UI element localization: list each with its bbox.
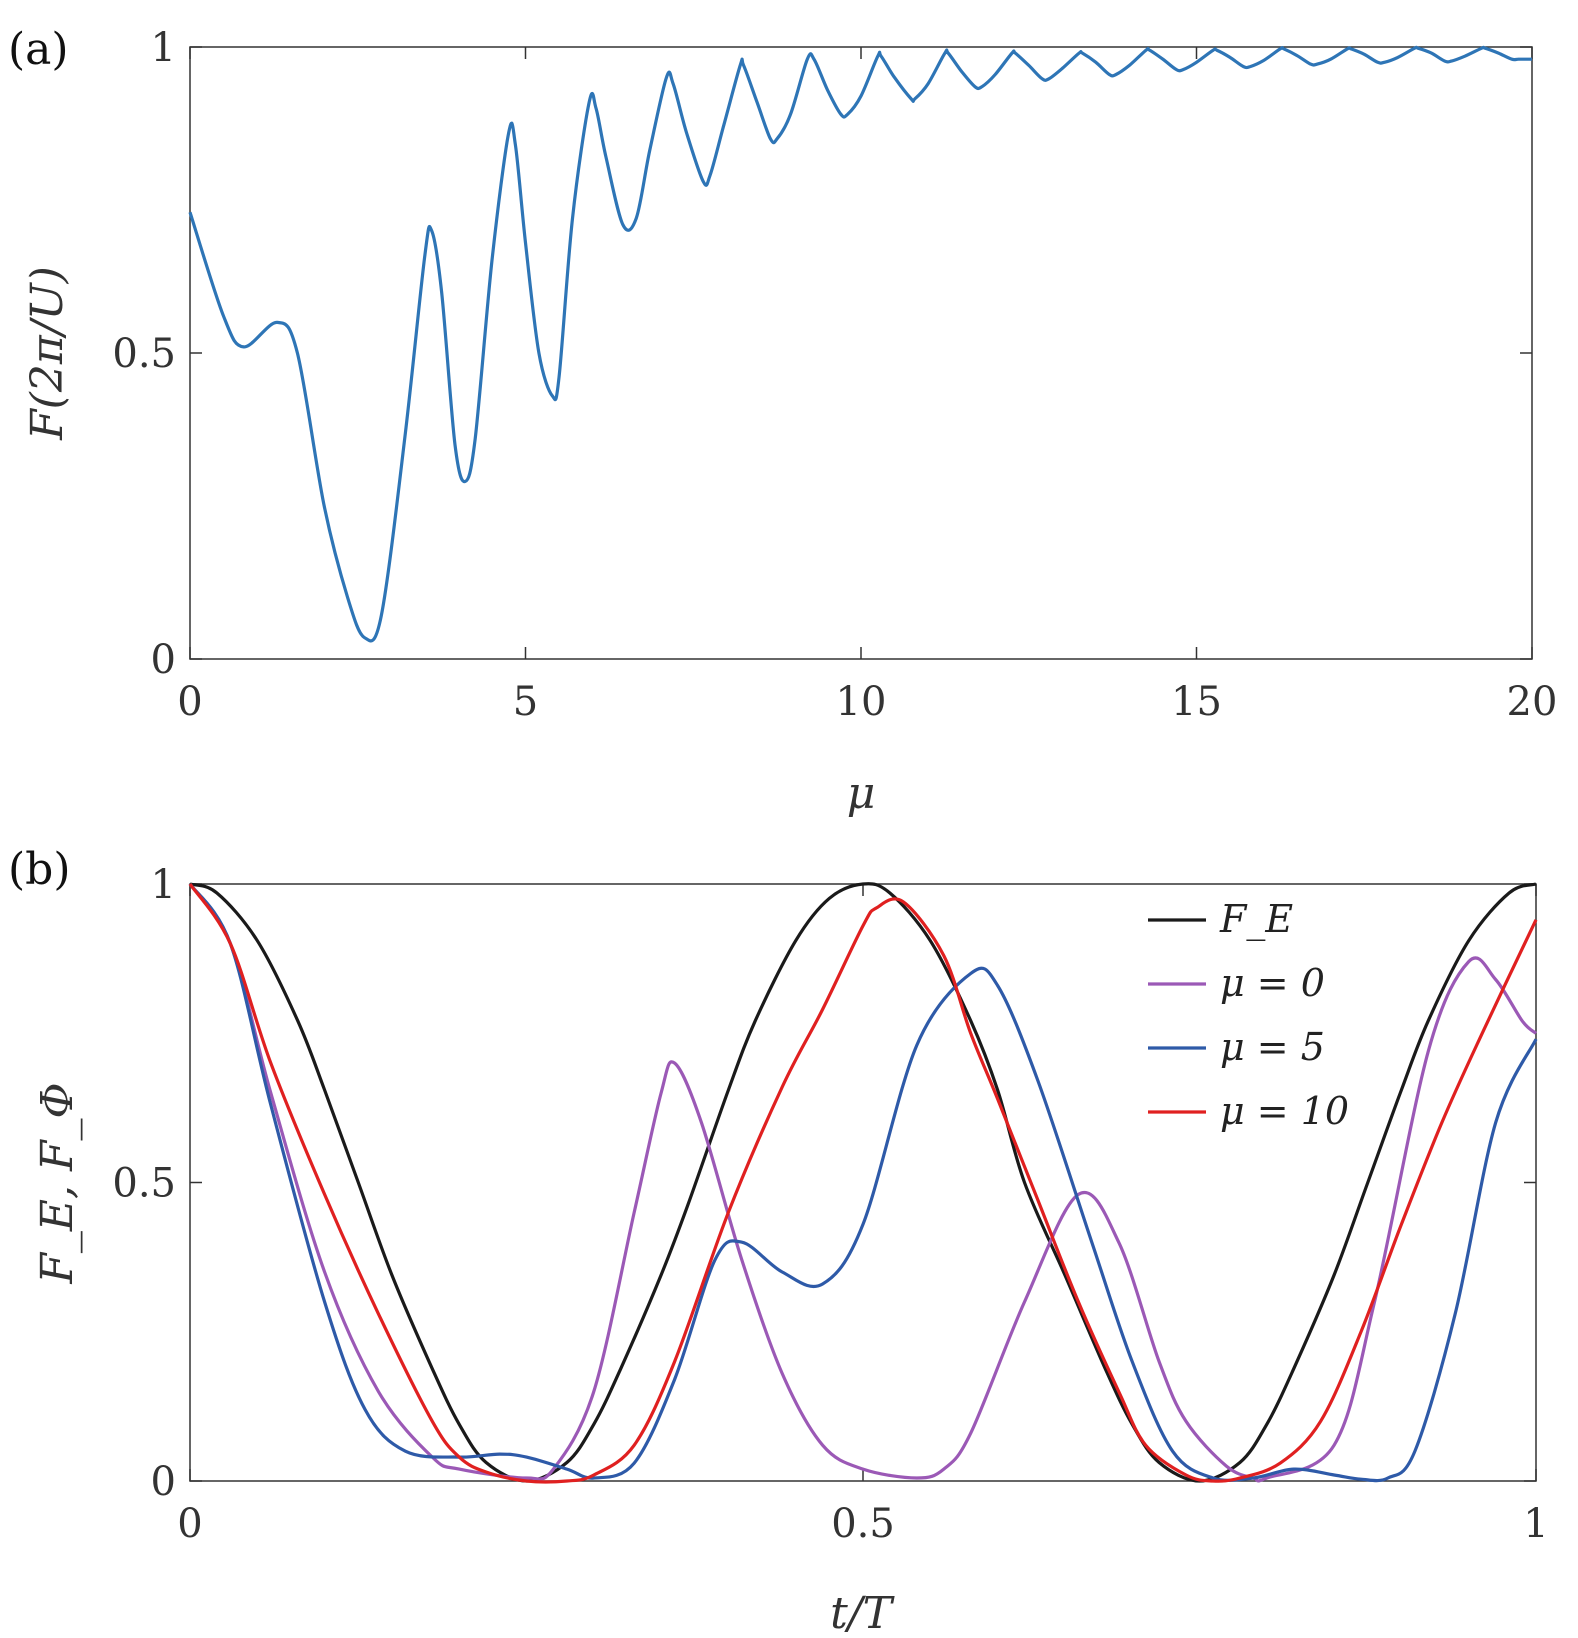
- legend-label-2: μ = 5: [1220, 1025, 1325, 1069]
- panel-a-series-line-0: [188, 45, 1532, 643]
- panel-b-x-tick-label: 1: [1523, 1501, 1548, 1547]
- panel-b-series-line-1: [188, 883, 1538, 1483]
- panel-a-axes-frame: [189, 46, 1533, 660]
- panel-a-x-tick-label: 20: [1507, 679, 1558, 725]
- panel-b-ticks: 0 0.5 1 0 0.5 1: [112, 862, 1548, 1547]
- panel-a-x-tick-label: 10: [836, 679, 887, 725]
- panel-a: (a) 0 5 10 15 20 0 0.5 1 μ F(2π/U): [8, 24, 1557, 819]
- legend-label-0: F_E: [1219, 897, 1293, 942]
- panel-a-x-tick-label: 5: [513, 679, 538, 725]
- panel-a-x-axis-label: μ: [847, 768, 876, 819]
- legend-label-1: μ = 0: [1220, 961, 1325, 1005]
- panel-b-y-tick-label: 0: [151, 1459, 176, 1505]
- panel-a-y-tick-label: 0: [151, 637, 176, 683]
- panel-b-series-line-2: [188, 883, 1538, 1483]
- panel-a-y-tick-label: 1: [151, 25, 176, 71]
- panel-b-y-tick-label: 1: [151, 862, 176, 908]
- panel-b-x-axis-label: t/T: [830, 1588, 896, 1638]
- panel-b-series-line-0: [189, 882, 1537, 1483]
- panel-a-x-tick-label: 15: [1171, 679, 1222, 725]
- panel-b-label: (b): [8, 844, 71, 895]
- panel-a-y-tick-label: 0.5: [112, 331, 176, 377]
- panel-b-y-axis-label: F_E, F_Φ: [32, 1082, 83, 1284]
- panel-b-y-tick-label: 0.5: [112, 1161, 176, 1207]
- panel-b: (b) 0 0.5 1 0 0.5 1 F_E μ = 0 μ = 5 μ = 10 t/T F…: [8, 844, 1549, 1638]
- panel-a-x-tick-label: 0: [177, 679, 202, 725]
- panel-b-x-tick-label: 0: [177, 1501, 202, 1547]
- panel-b-x-tick-label: 0.5: [831, 1501, 895, 1547]
- panel-b-series-line-3: [188, 883, 1538, 1484]
- legend-label-3: μ = 10: [1220, 1089, 1349, 1133]
- panel-b-legend: F_E μ = 0 μ = 5 μ = 10: [1148, 897, 1349, 1133]
- panel-b-plot-area: [188, 882, 1538, 1484]
- panel-a-plot-area: [188, 45, 1532, 643]
- panel-a-label: (a): [8, 24, 69, 75]
- panel-a-y-axis-label: F(2π/U): [22, 266, 73, 441]
- panel-a-ticks: 0 5 10 15 20 0 0.5 1: [112, 25, 1557, 725]
